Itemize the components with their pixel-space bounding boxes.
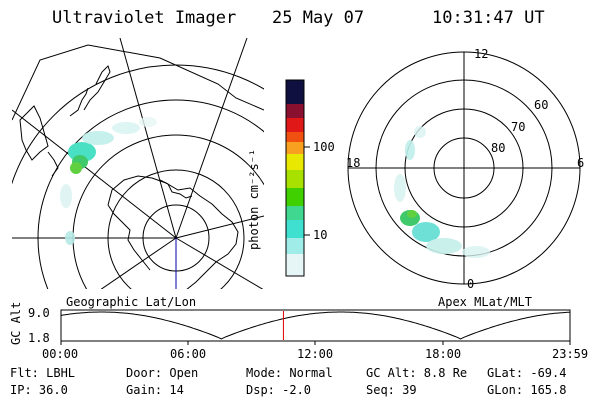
timeline-ytick-bottom: 1.8 [28,331,50,345]
aurora-emission-right [394,126,490,258]
timeline-ylabel: GC Alt [9,301,23,345]
timeline-xtick: 23:59 [552,347,589,361]
timeline-ytick-top: 9.0 [28,306,50,320]
meridian [175,38,248,239]
gc-alt-info: GC Alt: 8.8 Re [366,366,468,380]
meridian [119,38,177,239]
time-label: 10:31:47 UT [432,8,545,28]
dsp-info: Dsp: -2.0 [246,383,312,397]
gain-info: Gain: 14 [126,383,184,397]
timeline-xtick: 18:00 [425,347,462,361]
mode-info: Mode: Normal [246,366,333,380]
lat-label-70: 70 [511,120,526,134]
colorbar-unit-label: photon cm⁻²s⁻¹ [247,148,261,250]
filter-info: Flt: LBHL [10,366,76,380]
ip-info: IP: 36.0 [10,383,68,397]
lat-label-80: 80 [491,141,506,155]
colorbar-tick-100: 100 [313,140,335,154]
left-panel-caption: Geographic Lat/Lon [66,295,197,309]
instrument-title: Ultraviolet Imager [52,8,237,28]
altitude-timeline [60,309,571,345]
seq-info: Seq: 39 [366,383,417,397]
mlt-label-12: 12 [474,47,489,61]
polar-grid [347,51,581,285]
date-label: 25 May 07 [272,8,365,28]
timeline-xtick: 00:00 [42,347,79,361]
meridian [175,237,264,289]
colorbar-tick-10: 10 [313,228,328,242]
meridian [12,109,177,239]
aurora-emission-left [60,117,157,245]
door-info: Door: Open [126,366,199,380]
glon-info: GLon: 165.8 [487,383,567,397]
glat-info: GLat: -69.4 [487,366,567,380]
mlt-label-18: 18 [346,156,361,170]
right-panel-caption: Apex MLat/MLT [438,295,532,309]
mlt-label-0: 0 [467,277,475,291]
lat-label-60: 60 [534,98,549,112]
timeline-xtick: 06:00 [170,347,207,361]
meridian [175,215,264,239]
meridian [100,237,177,289]
timeline-xtick: 12:00 [297,347,334,361]
mlt-label-6: 6 [577,156,585,170]
colorbar [285,79,310,277]
